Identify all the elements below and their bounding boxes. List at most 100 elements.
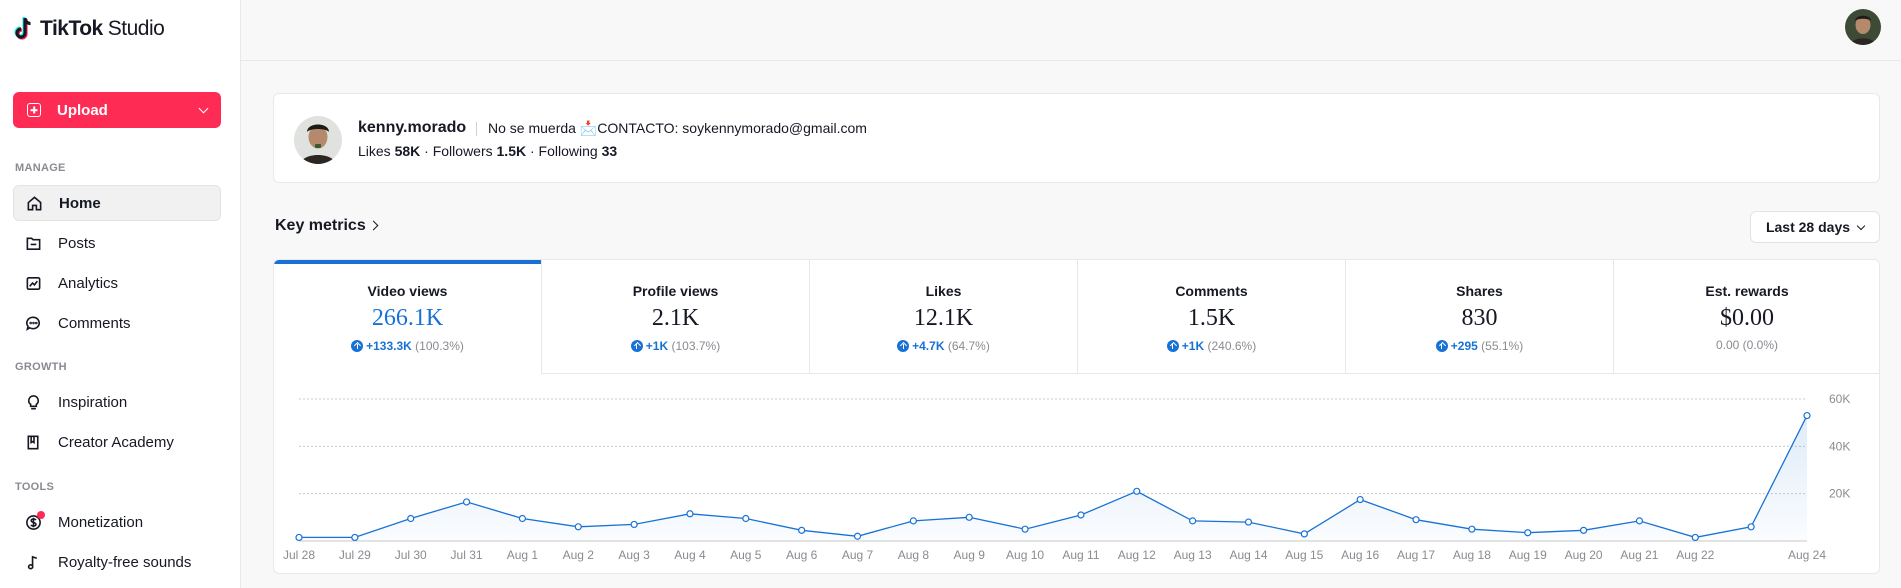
tab-est-rewards[interactable]: Est. rewards $0.00 0.00 (0.0%) [1614, 260, 1879, 374]
data-point [686, 510, 694, 518]
x-tick-label: Aug 6 [786, 548, 818, 562]
metric-change: +4.7K (64.7%) [810, 338, 1077, 353]
x-tick-label: Jul 31 [451, 548, 483, 562]
data-point [1412, 516, 1420, 524]
x-tick-label: Aug 13 [1174, 548, 1212, 562]
sidebar-item-label: Royalty-free sounds [58, 553, 192, 571]
metric-percent: (55.1%) [1481, 339, 1524, 353]
chevron-right-icon [368, 220, 379, 231]
metric-percent: (100.3%) [415, 339, 464, 353]
data-point [1635, 517, 1644, 525]
y-tick-label: 60K [1829, 392, 1850, 406]
x-tick-label: Jul 28 [283, 548, 315, 562]
metric-label: Est. rewards [1705, 283, 1789, 299]
analytics-icon [25, 275, 42, 292]
data-point [1189, 517, 1197, 525]
data-point [1244, 518, 1253, 526]
lightbulb-icon [25, 394, 42, 411]
x-tick-label: Aug 9 [954, 548, 986, 562]
sidebar-item-comments[interactable]: Comments [13, 305, 221, 341]
data-point [351, 533, 359, 542]
chart-line [299, 415, 1808, 539]
metric-delta: +295 [1450, 339, 1478, 353]
tab-video-views[interactable]: Video views 266.1K +133.3K (100.3%) [274, 260, 542, 374]
data-point [1356, 495, 1364, 504]
sidebar-item-analytics[interactable]: Analytics [13, 265, 221, 301]
x-tick-label: Jul 29 [339, 548, 371, 562]
sidebar-item-monetization[interactable]: Monetization [13, 504, 221, 540]
data-point [295, 533, 303, 542]
profile-stats: Likes 58K · Followers 1.5K · Following 3… [358, 143, 617, 159]
data-point [1133, 487, 1141, 495]
profile-avatar[interactable] [294, 116, 342, 164]
stat-separator: · [424, 143, 433, 159]
data-point [742, 514, 750, 523]
x-tick-label: Aug 21 [1620, 548, 1658, 562]
divider [476, 122, 477, 136]
logo-text: TikTok Studio [40, 17, 165, 41]
metric-percent: (103.7%) [671, 339, 721, 353]
x-tick-label: Aug 12 [1118, 548, 1156, 562]
sidebar-item-creator-academy[interactable]: Creator Academy [13, 424, 221, 460]
data-point [1747, 523, 1755, 531]
tab-likes[interactable]: Likes 12.1K +4.7K (64.7%) [810, 260, 1078, 374]
data-point [798, 526, 806, 534]
data-point [909, 517, 917, 525]
data-point [965, 513, 973, 521]
chevron-down-icon [198, 103, 209, 114]
logo-product: Studio [107, 17, 165, 40]
notification-badge [37, 511, 45, 519]
key-metrics-link[interactable]: Key metrics [275, 217, 379, 235]
arrow-up-icon [1435, 340, 1448, 352]
x-tick-label: Aug 3 [618, 548, 650, 562]
data-point [462, 498, 471, 506]
x-tick-label: Aug 14 [1229, 548, 1267, 562]
metric-delta: +133.3K [366, 339, 412, 353]
x-tick-label: Aug 5 [730, 548, 762, 562]
metric-percent: 0.00 (0.0%) [1715, 338, 1779, 352]
metric-value: 830 [1461, 305, 1498, 331]
x-tick-label: Aug 11 [1062, 548, 1099, 562]
profile-username: kenny.morado [358, 119, 467, 136]
avatar-image [294, 116, 342, 164]
sidebar-item-inspiration[interactable]: Inspiration [13, 384, 221, 420]
chevron-down-icon [1856, 221, 1866, 230]
arrow-up-icon [630, 340, 643, 352]
sidebar-item-label: Comments [58, 314, 131, 332]
data-point [518, 514, 527, 523]
chart-x-axis: Jul 28 Jul 29 Jul 30 Jul 31 Aug 1 Aug 2 Aug 3 A… [283, 548, 1826, 562]
date-range-dropdown[interactable]: Last 28 days [1750, 211, 1880, 243]
y-tick-label: 20K [1829, 487, 1850, 501]
account-avatar[interactable] [1845, 9, 1881, 45]
section-label-growth: GROWTH [15, 361, 67, 373]
followers-count: 1.5K [496, 143, 527, 159]
series-area [299, 415, 1807, 541]
sidebar-item-royalty-free-sounds[interactable]: Royalty-free sounds [13, 544, 221, 580]
sidebar-item-posts[interactable]: Posts [13, 225, 221, 261]
tab-shares[interactable]: Shares 830 +295 (55.1%) [1346, 260, 1614, 374]
metric-label: Likes [925, 283, 962, 299]
section-label-tools: TOOLS [15, 481, 55, 493]
metric-value: 1.5K [1187, 305, 1236, 331]
metric-change: +1K (103.7%) [542, 338, 809, 353]
chart-y-axis: 20K 40K 60K [1829, 392, 1850, 501]
tab-profile-views[interactable]: Profile views 2.1K +1K (103.7%) [542, 260, 810, 374]
tab-comments[interactable]: Comments 1.5K +1K (240.6%) [1078, 260, 1346, 374]
x-tick-label: Aug 19 [1509, 548, 1547, 562]
date-range-label: Last 28 days [1765, 219, 1851, 235]
likes-label: Likes [358, 143, 391, 159]
metric-change: +1K (240.6%) [1078, 338, 1345, 353]
arrow-up-icon [897, 340, 910, 352]
profile-card: kenny.morado No se muerda 📩CONTACTO: soy… [273, 93, 1880, 183]
tiktok-studio-logo[interactable]: TikTok Studio [14, 14, 165, 44]
y-tick-label: 40K [1829, 439, 1850, 453]
chart-area [299, 415, 1807, 541]
sidebar-item-label: Analytics [58, 274, 119, 292]
data-point [1077, 511, 1085, 519]
data-point [1803, 411, 1811, 420]
sidebar-item-label: Home [59, 194, 101, 212]
sidebar-item-home[interactable]: Home [13, 185, 221, 221]
data-point [853, 532, 862, 540]
section-label-manage: MANAGE [15, 162, 66, 174]
upload-button[interactable]: Upload [13, 92, 221, 128]
